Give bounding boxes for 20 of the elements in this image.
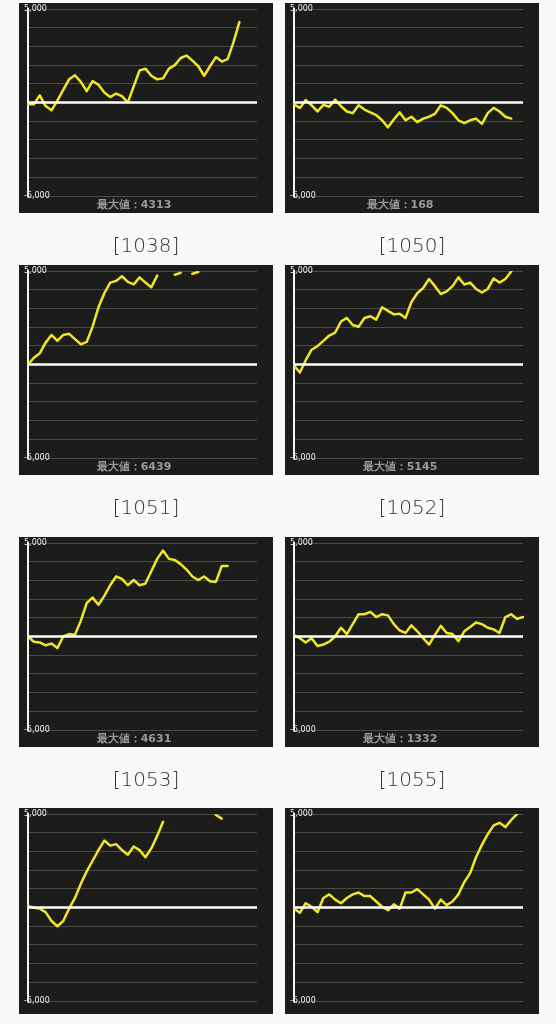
- text: 最大値：1332: [361, 731, 438, 745]
- text: [1053]: [111, 767, 181, 791]
- y-tick-label: 5,000: [290, 266, 313, 276]
- text: [1038]: [111, 233, 181, 257]
- y-tick-label: 5,000: [290, 538, 313, 548]
- text: 最大値：5145: [361, 459, 438, 473]
- y-tick-label: 5,000: [290, 809, 313, 819]
- y-tick-label: 5,000: [24, 266, 47, 276]
- text: 最大値：6439: [95, 459, 172, 473]
- y-tick-label: 5,000: [290, 4, 313, 14]
- text: [1052]: [377, 495, 447, 519]
- text: [1051]: [111, 495, 181, 519]
- text: [1055]: [377, 767, 447, 791]
- text: 最大値：4313: [95, 197, 172, 211]
- y-tick-label: 5,000: [24, 4, 47, 14]
- text: 最大値：4631: [95, 731, 172, 745]
- y-tick-label: 5,000: [24, 538, 47, 548]
- y-tick-label: 5,000: [24, 809, 47, 819]
- text: [1050]: [377, 233, 447, 257]
- text: 最大値：168: [365, 197, 434, 211]
